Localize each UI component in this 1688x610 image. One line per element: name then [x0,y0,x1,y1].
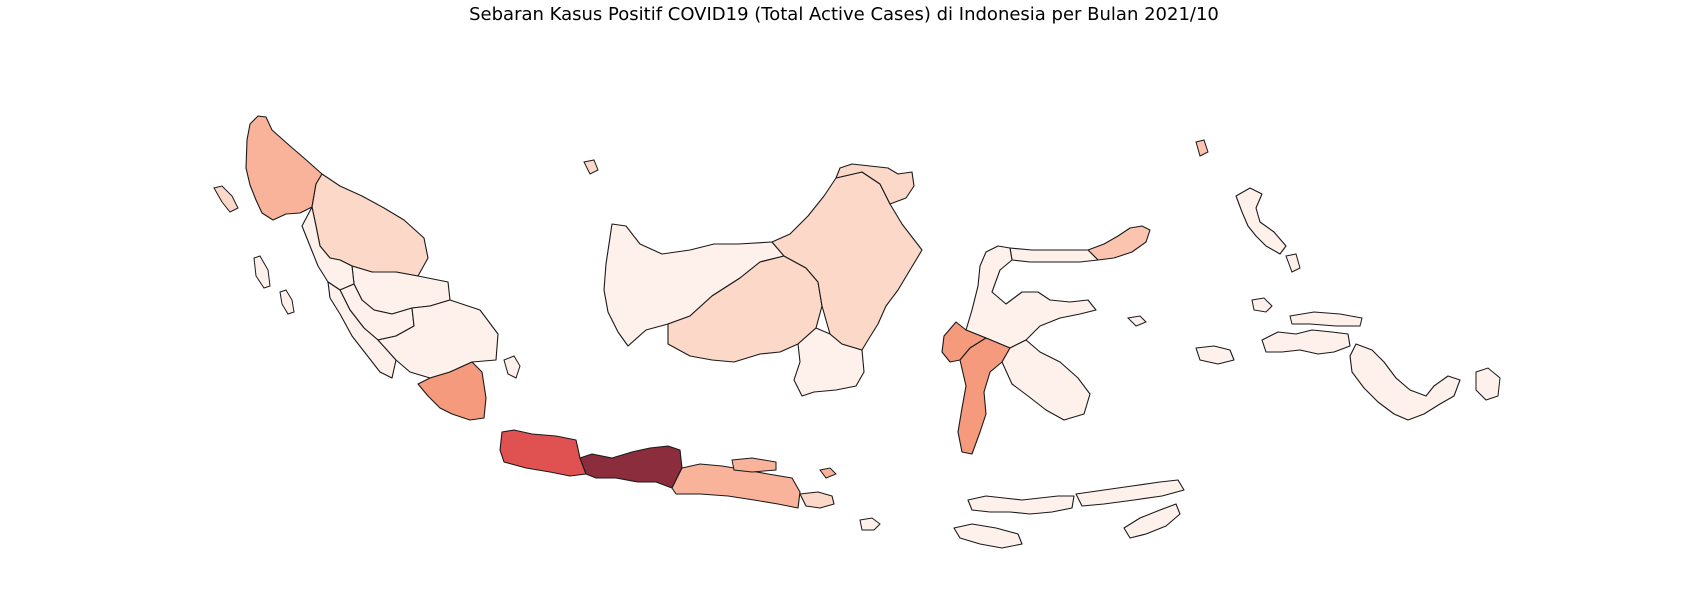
region-jawa-tengah [579,445,683,489]
islet-bawean [819,467,837,479]
islet-sula [1126,315,1147,327]
region-papua [1349,343,1461,421]
region-sulawesi-selatan [957,337,1011,455]
nusa-tenggara-islands [953,479,1185,549]
islet-natuna [583,159,599,175]
region-sulawesi-tenggara [1001,339,1091,421]
region-jawa-timur [671,463,801,509]
islet-buru [1251,297,1273,313]
maluku-papua-islands [1195,187,1461,421]
sumatra-island [245,115,499,421]
region-sulawesi-tengah [965,245,1097,349]
kalimantan-island [603,163,923,397]
region-nusa-tenggara-barat [967,495,1075,515]
islet-bangka [503,355,521,379]
region-ntt-timor [1123,503,1181,539]
small-islands [213,139,1501,531]
region-jawa-barat [499,429,587,477]
region-papua-barat [1261,329,1351,355]
islet-simeulue [213,185,239,213]
islet-lombok [859,517,881,531]
region-sulawesi-utara [1087,225,1151,261]
islet-halmahera-b [1285,253,1301,273]
islet-mentawai [279,289,295,315]
region-ntt-sumba [953,523,1023,549]
region-aceh [245,115,323,221]
region-nusa-tenggara-timur [1075,479,1185,507]
region-maluku [1195,345,1235,365]
region-maluku-utara [1235,187,1287,255]
java-island [499,429,835,509]
islet-sangihe [1195,139,1209,157]
map-title: Sebaran Kasus Positif COVID19 (Total Act… [469,4,1219,25]
region-gorontalo [1009,247,1099,263]
sulawesi-island [941,225,1151,455]
region-kalimantan-utara [835,163,915,205]
islet-seram [1289,311,1363,327]
region-kalimantan-timur [771,171,923,351]
islet-madura [731,457,777,473]
islet-nias [253,255,271,289]
islet-aru [1475,367,1501,401]
region-bali [799,491,835,509]
region-lampung [417,361,487,421]
region-bengkulu [327,281,397,379]
